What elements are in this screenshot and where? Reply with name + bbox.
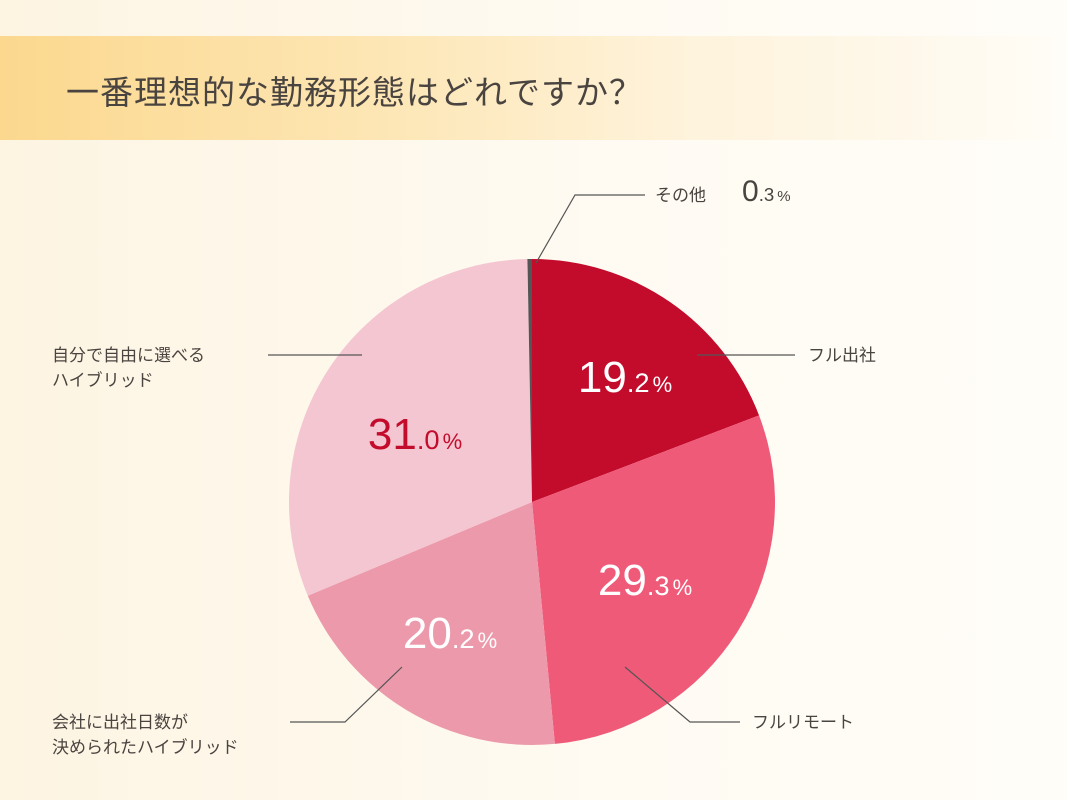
slice-label-full-remote: フルリモート xyxy=(752,713,854,733)
slice-label-full-office: フル出社 xyxy=(808,346,876,366)
pie-slice-other xyxy=(527,259,532,502)
slice-label-fixed-hybrid-line2: 決められたハイブリッド xyxy=(52,737,239,758)
value-label-fixed-hybrid: 20.2% xyxy=(403,609,497,658)
pie-slice-fixed-hybrid xyxy=(307,502,555,745)
value-label-full-remote: 29.3% xyxy=(598,556,692,605)
pie-slice-full-office xyxy=(532,259,760,502)
leader-line-fixed-hybrid xyxy=(290,666,403,723)
slice-label-fixed-hybrid-line1: 会社に出社日数が xyxy=(52,713,188,733)
value-label-other: 0.3% xyxy=(742,175,791,208)
leader-line-full-remote xyxy=(624,666,740,723)
chart-title: 一番理想的な勤務形態はどれですか？ xyxy=(66,73,644,112)
value-label-full-office: 19.2% xyxy=(578,353,672,402)
pie-slice-full-remote xyxy=(532,415,776,744)
value-label-free-hybrid: 31.0% xyxy=(368,410,462,459)
slice-label-free-hybrid-line2: ハイブリッド xyxy=(52,370,154,391)
title-banner xyxy=(0,36,1067,140)
slice-label-free-hybrid-line1: 自分で自由に選べる xyxy=(52,346,205,366)
pie-slice-free-hybrid xyxy=(289,259,532,596)
slice-label-other: その他 xyxy=(655,186,706,206)
leader-line-other xyxy=(535,194,645,264)
